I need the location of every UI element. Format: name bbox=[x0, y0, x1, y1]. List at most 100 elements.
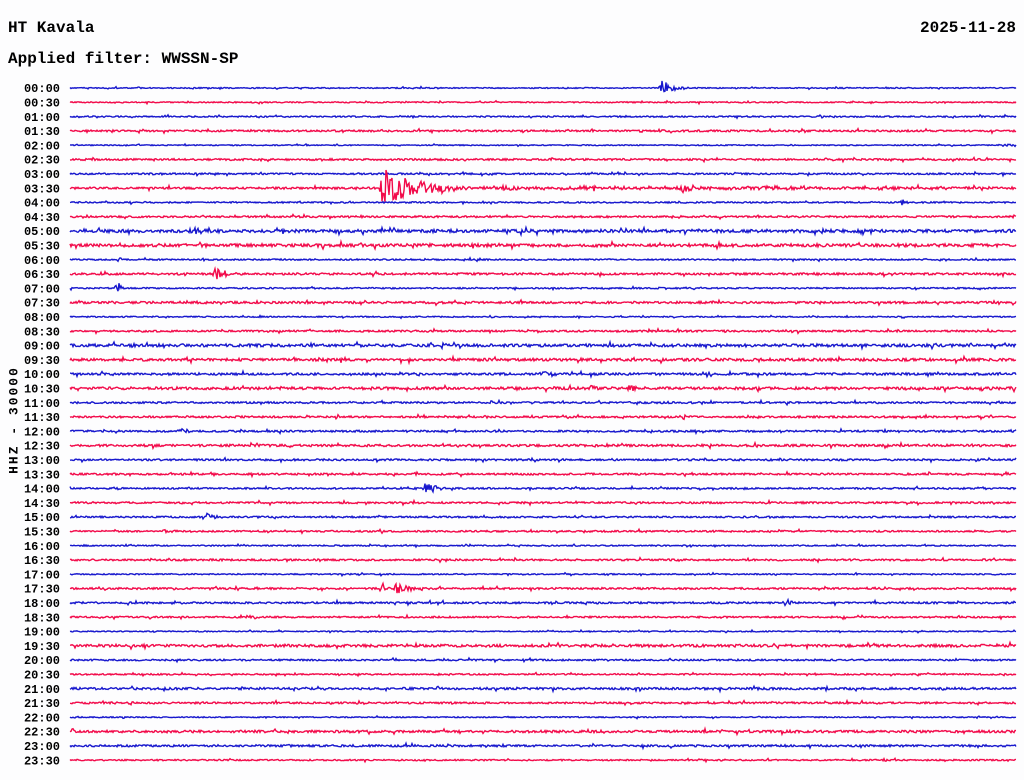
seismic-trace bbox=[69, 498, 1017, 507]
seismic-trace bbox=[69, 170, 1017, 178]
trace-time-label: 10:00 bbox=[24, 368, 60, 382]
seismic-trace bbox=[69, 571, 1017, 578]
trace-time-label: 09:00 bbox=[24, 340, 60, 354]
trace-time-label: 16:30 bbox=[24, 554, 60, 568]
filter-label: Applied filter: WWSSN-SP bbox=[8, 50, 239, 68]
trace-time-label: 16:00 bbox=[24, 540, 60, 554]
seismic-trace bbox=[69, 581, 1017, 594]
trace-time-label: 11:00 bbox=[24, 397, 60, 411]
trace-time-label: 20:30 bbox=[24, 669, 60, 683]
trace-time-label: 22:00 bbox=[24, 711, 60, 725]
seismic-trace bbox=[69, 327, 1017, 335]
trace-time-label: 03:30 bbox=[24, 182, 60, 196]
trace-time-label: 22:30 bbox=[24, 726, 60, 740]
seismic-trace bbox=[69, 225, 1017, 238]
trace-time-label: 01:00 bbox=[24, 111, 60, 125]
seismic-trace bbox=[69, 256, 1016, 263]
trace-time-label: 02:00 bbox=[24, 139, 60, 153]
seismic-trace bbox=[69, 628, 1017, 634]
trace-time-label: 12:00 bbox=[24, 425, 60, 439]
seismic-trace bbox=[69, 383, 1017, 394]
trace-time-label: 15:00 bbox=[24, 511, 60, 525]
seismic-trace bbox=[69, 726, 1017, 737]
trace-time-label: 14:30 bbox=[24, 497, 60, 511]
trace-time-label: 13:30 bbox=[24, 468, 60, 482]
trace-time-label: 05:00 bbox=[24, 225, 60, 239]
seismic-trace bbox=[69, 354, 1017, 366]
trace-time-label: 21:30 bbox=[24, 697, 60, 711]
seismic-trace bbox=[69, 542, 1017, 549]
trace-time-label: 21:00 bbox=[24, 683, 60, 697]
seismic-trace bbox=[69, 283, 1017, 292]
trace-time-label: 20:00 bbox=[24, 654, 60, 668]
seismic-trace bbox=[69, 398, 1017, 407]
station-name: HT Kavala bbox=[8, 19, 95, 37]
trace-time-label: 07:30 bbox=[24, 297, 60, 311]
trace-time-label: 00:00 bbox=[24, 82, 60, 96]
seismic-trace bbox=[69, 698, 1017, 707]
trace-time-label: 01:30 bbox=[24, 125, 60, 139]
seismic-trace bbox=[69, 556, 1017, 564]
trace-time-label: 12:30 bbox=[24, 440, 60, 454]
trace-time-label: 13:00 bbox=[24, 454, 60, 468]
seismic-trace bbox=[69, 314, 1017, 320]
seismic-trace bbox=[69, 142, 1017, 148]
trace-time-label: 17:00 bbox=[24, 568, 60, 582]
trace-time-label: 04:00 bbox=[24, 197, 60, 211]
date-label: 2025-11-28 bbox=[919, 19, 1016, 37]
seismic-trace bbox=[69, 483, 1017, 494]
seismic-trace bbox=[69, 440, 1017, 451]
seismic-trace bbox=[69, 169, 1017, 203]
seismic-trace bbox=[69, 527, 1017, 535]
seismic-trace bbox=[69, 741, 1017, 751]
seismic-trace bbox=[69, 714, 1017, 720]
trace-time-label: 23:30 bbox=[24, 754, 60, 768]
seismic-trace bbox=[69, 640, 1017, 651]
seismic-trace bbox=[69, 212, 1017, 221]
seismic-trace bbox=[69, 413, 1017, 421]
seismic-trace bbox=[69, 456, 1017, 464]
seismic-trace bbox=[69, 238, 1017, 251]
seismic-trace bbox=[69, 113, 1017, 120]
seismic-trace bbox=[69, 684, 1017, 694]
trace-time-label: 23:00 bbox=[24, 740, 60, 754]
seismic-trace bbox=[69, 99, 1017, 106]
seismic-trace bbox=[69, 80, 1017, 93]
seismic-trace bbox=[69, 339, 1017, 351]
seismic-trace bbox=[69, 656, 1017, 664]
seismic-trace bbox=[69, 613, 1017, 621]
trace-time-label: 04:30 bbox=[24, 211, 60, 225]
trace-time-label: 02:30 bbox=[24, 154, 60, 168]
trace-time-label: 15:30 bbox=[24, 526, 60, 540]
trace-time-label: 11:30 bbox=[24, 411, 60, 425]
trace-time-label: 03:00 bbox=[24, 168, 60, 182]
trace-time-label: 07:00 bbox=[24, 282, 60, 296]
trace-time-label: 05:30 bbox=[24, 240, 60, 254]
seismic-trace bbox=[69, 298, 1017, 307]
trace-time-label: 08:30 bbox=[24, 325, 60, 339]
trace-time-label: 09:30 bbox=[24, 354, 60, 368]
trace-time-label: 19:30 bbox=[24, 640, 60, 654]
trace-time-label: 14:00 bbox=[24, 483, 60, 497]
seismic-trace bbox=[69, 155, 1017, 164]
trace-time-label: 06:30 bbox=[24, 268, 60, 282]
seismic-trace bbox=[69, 512, 1016, 521]
seismic-trace bbox=[69, 757, 1017, 764]
seismic-trace bbox=[69, 127, 1017, 135]
seismic-trace bbox=[70, 369, 1017, 380]
seismic-trace bbox=[69, 470, 1017, 479]
seismic-trace bbox=[69, 671, 1017, 678]
trace-time-label: 17:30 bbox=[24, 583, 60, 597]
trace-time-label: 00:30 bbox=[24, 97, 60, 111]
seismic-trace bbox=[69, 427, 1017, 436]
trace-time-label: 18:00 bbox=[24, 597, 60, 611]
trace-time-label: 08:00 bbox=[24, 311, 60, 325]
trace-time-label: 10:30 bbox=[24, 383, 60, 397]
seismic-trace bbox=[69, 597, 1016, 607]
trace-time-label: 18:30 bbox=[24, 611, 60, 625]
trace-time-label: 19:00 bbox=[24, 626, 60, 640]
seismic-trace bbox=[69, 199, 1017, 206]
seismic-trace bbox=[69, 266, 1017, 280]
trace-time-label: 06:00 bbox=[24, 254, 60, 268]
